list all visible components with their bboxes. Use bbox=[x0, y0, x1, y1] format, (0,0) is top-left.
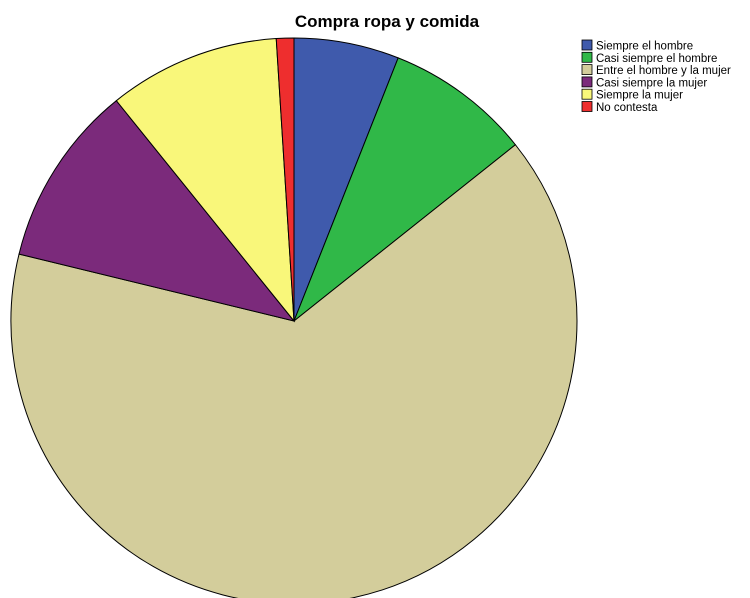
legend-item: Siempre el hombre bbox=[581, 39, 693, 53]
pie-slice-3 bbox=[10, 144, 578, 598]
legend-swatch bbox=[581, 51, 593, 63]
legend-item: No contesta bbox=[581, 101, 658, 114]
legend-item: Siempre la mujer bbox=[581, 88, 683, 102]
chart-title: Compra ropa y comida bbox=[295, 12, 480, 31]
legend-swatch bbox=[581, 39, 593, 51]
pie-slice-6 bbox=[275, 37, 295, 322]
legend-item: Casi siempre la mujer bbox=[581, 76, 707, 89]
legend-item: Entre el hombre y la mujer bbox=[581, 64, 731, 77]
legend-label: No contesta bbox=[596, 102, 658, 114]
pie-slice-5 bbox=[115, 38, 295, 323]
pie-slice-2 bbox=[292, 57, 517, 323]
legend-swatch bbox=[581, 88, 593, 100]
legend-label: Siempre la mujer bbox=[596, 90, 683, 102]
pie-slice-4 bbox=[18, 99, 296, 322]
pie-slices bbox=[10, 37, 578, 598]
legend-label: Siempre el hombre bbox=[596, 41, 693, 53]
legend-swatch bbox=[581, 76, 593, 88]
legend-label: Casi siempre la mujer bbox=[596, 77, 707, 89]
legend-swatch bbox=[581, 101, 593, 112]
legend-swatch bbox=[581, 64, 593, 75]
legend-item: Casi siempre el hombre bbox=[581, 51, 717, 65]
legend-label: Casi siempre el hombre bbox=[596, 53, 717, 65]
legend-label: Entre el hombre y la mujer bbox=[596, 65, 731, 77]
